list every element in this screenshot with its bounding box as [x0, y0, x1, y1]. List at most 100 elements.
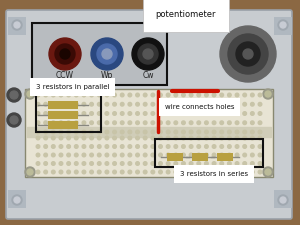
Circle shape: [136, 121, 139, 125]
Circle shape: [166, 130, 170, 134]
Circle shape: [166, 145, 170, 148]
Circle shape: [159, 102, 162, 106]
Circle shape: [120, 130, 124, 134]
Circle shape: [120, 93, 124, 97]
Circle shape: [278, 195, 288, 205]
Circle shape: [132, 38, 164, 70]
Circle shape: [36, 102, 40, 106]
Circle shape: [10, 116, 18, 124]
Circle shape: [166, 136, 170, 140]
Circle shape: [113, 112, 116, 115]
Circle shape: [280, 197, 286, 203]
Circle shape: [113, 102, 116, 106]
Circle shape: [74, 170, 78, 174]
Circle shape: [136, 170, 139, 174]
Circle shape: [120, 170, 124, 174]
Circle shape: [74, 93, 78, 97]
Circle shape: [250, 162, 254, 165]
Circle shape: [113, 93, 116, 97]
Circle shape: [105, 112, 109, 115]
Circle shape: [90, 153, 93, 157]
Circle shape: [143, 93, 147, 97]
Circle shape: [90, 130, 93, 134]
Circle shape: [250, 170, 254, 174]
Circle shape: [258, 121, 262, 125]
Circle shape: [250, 112, 254, 115]
Circle shape: [174, 170, 178, 174]
Circle shape: [90, 162, 93, 165]
Circle shape: [105, 153, 109, 157]
Circle shape: [82, 112, 86, 115]
Circle shape: [52, 102, 55, 106]
Circle shape: [52, 130, 55, 134]
Circle shape: [52, 121, 55, 125]
Circle shape: [212, 162, 216, 165]
Circle shape: [55, 44, 75, 64]
Circle shape: [182, 145, 185, 148]
Circle shape: [52, 112, 55, 115]
Circle shape: [235, 136, 239, 140]
Circle shape: [25, 167, 35, 177]
Circle shape: [82, 170, 86, 174]
Circle shape: [250, 93, 254, 97]
Circle shape: [189, 112, 193, 115]
Circle shape: [128, 93, 132, 97]
Circle shape: [205, 93, 208, 97]
Circle shape: [143, 112, 147, 115]
Circle shape: [82, 130, 86, 134]
Circle shape: [220, 145, 224, 148]
Circle shape: [197, 153, 201, 157]
Circle shape: [113, 170, 116, 174]
Circle shape: [174, 162, 178, 165]
Circle shape: [212, 136, 216, 140]
Circle shape: [105, 102, 109, 106]
Circle shape: [74, 145, 78, 148]
Circle shape: [138, 44, 158, 64]
Circle shape: [67, 93, 70, 97]
Circle shape: [205, 121, 208, 125]
Circle shape: [120, 136, 124, 140]
Circle shape: [143, 136, 147, 140]
Circle shape: [189, 121, 193, 125]
Bar: [155, 139, 263, 167]
Circle shape: [52, 93, 55, 97]
Circle shape: [14, 22, 20, 28]
Circle shape: [220, 121, 224, 125]
Circle shape: [97, 44, 117, 64]
Circle shape: [143, 102, 147, 106]
Circle shape: [91, 38, 123, 70]
Circle shape: [25, 89, 35, 99]
Circle shape: [128, 136, 132, 140]
Circle shape: [36, 130, 40, 134]
Bar: [48, 111, 78, 119]
Circle shape: [189, 170, 193, 174]
Circle shape: [52, 136, 55, 140]
Circle shape: [90, 170, 93, 174]
Circle shape: [166, 162, 170, 165]
Circle shape: [136, 145, 139, 148]
Circle shape: [74, 112, 78, 115]
Circle shape: [151, 145, 154, 148]
Circle shape: [258, 170, 262, 174]
Circle shape: [263, 167, 273, 177]
Circle shape: [59, 93, 63, 97]
Circle shape: [27, 169, 33, 175]
Circle shape: [74, 153, 78, 157]
Circle shape: [59, 136, 63, 140]
Circle shape: [120, 102, 124, 106]
Circle shape: [243, 170, 247, 174]
Circle shape: [174, 102, 178, 106]
Circle shape: [90, 145, 93, 148]
Circle shape: [105, 170, 109, 174]
Circle shape: [113, 121, 116, 125]
Bar: [167, 153, 183, 161]
Circle shape: [258, 102, 262, 106]
Bar: [36, 92, 101, 132]
Circle shape: [36, 93, 40, 97]
Circle shape: [235, 102, 239, 106]
Bar: [8, 190, 26, 208]
Circle shape: [82, 153, 86, 157]
Circle shape: [136, 153, 139, 157]
Circle shape: [105, 136, 109, 140]
Bar: [27, 127, 271, 137]
